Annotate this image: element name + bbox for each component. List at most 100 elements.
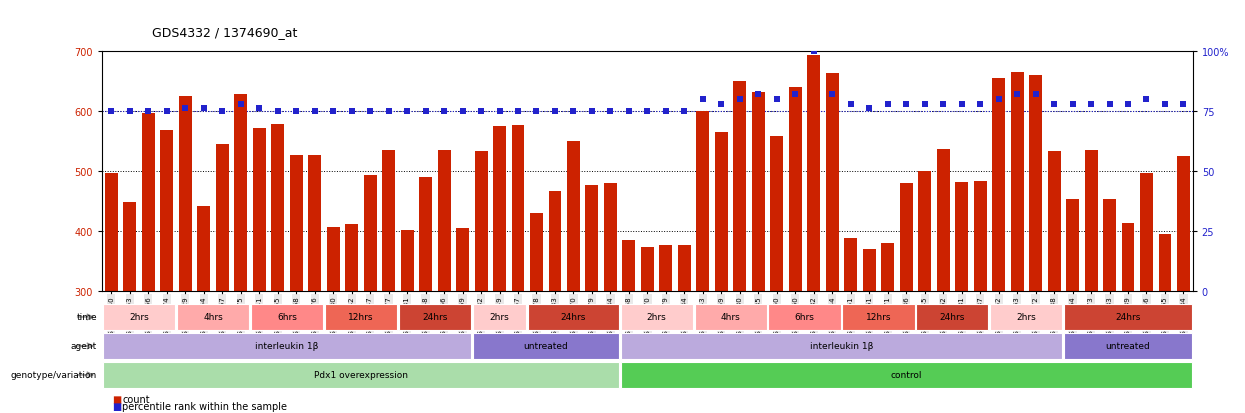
Text: ■: ■: [112, 394, 121, 404]
Text: 6hrs: 6hrs: [276, 313, 296, 322]
Bar: [234, 95, 248, 291]
Bar: [326, 228, 340, 291]
Text: 24hrs: 24hrs: [422, 313, 447, 322]
Bar: [990, 304, 1062, 330]
Bar: [473, 304, 527, 330]
Bar: [177, 304, 249, 330]
Point: [489, 108, 509, 115]
Point: [1045, 101, 1064, 108]
Bar: [215, 145, 229, 291]
Bar: [641, 247, 654, 291]
Point: [711, 101, 731, 108]
Bar: [437, 150, 451, 291]
Bar: [271, 125, 284, 291]
Bar: [936, 150, 950, 291]
Bar: [620, 362, 1191, 388]
Text: 12hrs: 12hrs: [865, 313, 891, 322]
Point: [675, 108, 695, 115]
Bar: [1122, 223, 1134, 291]
Bar: [1011, 73, 1023, 291]
Text: GDS4332 / 1374690_at: GDS4332 / 1374690_at: [152, 26, 298, 39]
Point: [527, 108, 547, 115]
Point: [1081, 101, 1101, 108]
Bar: [1103, 199, 1116, 291]
Bar: [585, 186, 599, 291]
Point: [194, 106, 214, 112]
Point: [600, 108, 620, 115]
Point: [416, 108, 436, 115]
Bar: [179, 97, 192, 291]
Bar: [309, 155, 321, 291]
Bar: [325, 304, 397, 330]
Text: 2hrs: 2hrs: [646, 313, 666, 322]
Bar: [733, 82, 746, 291]
Point: [1026, 91, 1046, 98]
Point: [934, 101, 954, 108]
Point: [619, 108, 639, 115]
Bar: [768, 304, 840, 330]
Bar: [900, 183, 913, 291]
Point: [101, 108, 121, 115]
Bar: [382, 151, 395, 291]
Point: [453, 108, 473, 115]
Bar: [992, 78, 1005, 291]
Bar: [345, 224, 359, 291]
Point: [1118, 101, 1138, 108]
Text: untreated: untreated: [523, 342, 568, 351]
Point: [859, 106, 879, 112]
Point: [305, 108, 325, 115]
Bar: [620, 304, 692, 330]
Point: [341, 108, 361, 115]
Bar: [1064, 333, 1191, 359]
Bar: [919, 171, 931, 291]
Bar: [974, 182, 986, 291]
Bar: [566, 142, 580, 291]
Bar: [604, 184, 618, 291]
Bar: [620, 333, 1062, 359]
Bar: [364, 176, 376, 291]
Bar: [1140, 173, 1153, 291]
Bar: [493, 126, 505, 291]
Point: [324, 108, 344, 115]
Point: [989, 96, 1008, 103]
Point: [656, 108, 676, 115]
Text: interleukin 1β: interleukin 1β: [809, 342, 873, 351]
Point: [1137, 96, 1157, 103]
Point: [1062, 101, 1082, 108]
Point: [1155, 101, 1175, 108]
Text: 12hrs: 12hrs: [349, 313, 374, 322]
Bar: [473, 333, 619, 359]
Bar: [1064, 304, 1191, 330]
Point: [213, 108, 233, 115]
Text: Pdx1 overexpression: Pdx1 overexpression: [314, 370, 408, 380]
Text: untreated: untreated: [1106, 342, 1150, 351]
Text: 4hrs: 4hrs: [721, 313, 741, 322]
Text: 4hrs: 4hrs: [203, 313, 223, 322]
Point: [804, 48, 824, 55]
Bar: [696, 112, 710, 291]
Text: agent: agent: [71, 342, 97, 351]
Bar: [512, 125, 524, 291]
Point: [360, 108, 380, 115]
Bar: [290, 155, 303, 291]
Text: 24hrs: 24hrs: [1116, 313, 1140, 322]
Point: [896, 101, 916, 108]
Text: 2hrs: 2hrs: [489, 313, 509, 322]
Bar: [843, 304, 915, 330]
Bar: [660, 246, 672, 291]
Bar: [549, 192, 561, 291]
Point: [378, 108, 398, 115]
Point: [230, 101, 250, 108]
Bar: [161, 131, 173, 291]
Point: [1007, 91, 1027, 98]
Point: [138, 108, 158, 115]
Bar: [1030, 76, 1042, 291]
Bar: [142, 113, 154, 291]
Bar: [715, 133, 728, 291]
Bar: [677, 245, 691, 291]
Point: [767, 96, 787, 103]
Bar: [771, 137, 783, 291]
Bar: [398, 304, 471, 330]
Point: [435, 108, 454, 115]
Point: [249, 106, 269, 112]
